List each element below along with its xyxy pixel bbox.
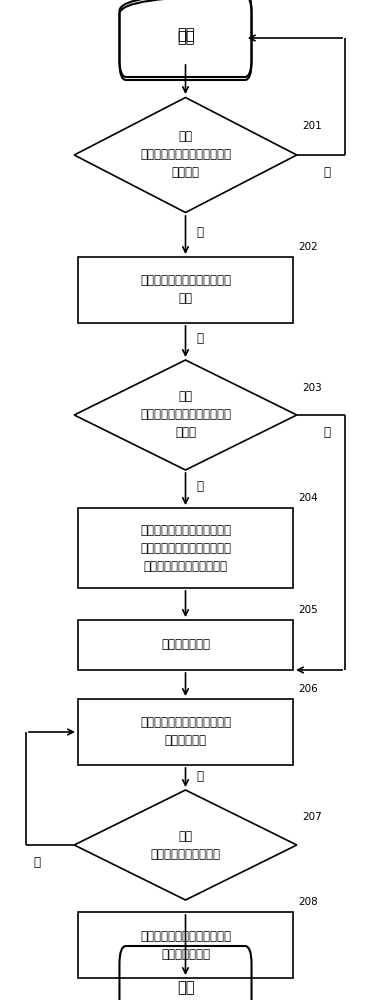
Text: 203: 203 (302, 383, 322, 393)
Text: 207: 207 (302, 812, 322, 822)
Text: 是: 是 (197, 226, 204, 238)
Text: 否: 否 (34, 856, 40, 868)
Text: 否: 否 (323, 165, 330, 178)
Text: 205: 205 (299, 605, 318, 615)
Text: 控制家居监控设备的通信模块
关闭: 控制家居监控设备的通信模块 关闭 (140, 274, 231, 306)
Bar (78, 912, 293, 978)
Text: 204: 204 (299, 493, 318, 503)
Bar (78, 257, 293, 323)
Bar (78, 699, 293, 765)
Text: 判断
通信模块是否联网成功: 判断 通信模块是否联网成功 (151, 830, 220, 860)
Text: 是: 是 (197, 481, 204, 493)
Text: 检测
当前时间点是否在预存的休眠
时间段内: 检测 当前时间点是否在预存的休眠 时间段内 (140, 130, 231, 180)
Text: 控制通信模块在待工作时长内
处于开启状态: 控制通信模块在待工作时长内 处于开启状态 (140, 716, 231, 748)
Bar (78, 508, 293, 588)
Text: 是: 是 (197, 770, 204, 782)
Text: 控制家居监控设备将图像信息
发送至预设终端: 控制家居监控设备将图像信息 发送至预设终端 (140, 930, 231, 960)
Text: 控制家居监控设备的摄像头进
行拍摄，获取图像信息，并控
制通信模块开启，进行联网: 控制家居监控设备的摄像头进 行拍摄，获取图像信息，并控 制通信模块开启，进行联网 (140, 524, 231, 572)
Text: 202: 202 (299, 242, 318, 252)
Text: 201: 201 (302, 121, 322, 131)
Text: 结束: 结束 (177, 980, 194, 996)
Text: 是: 是 (197, 332, 204, 346)
Text: 结束: 结束 (177, 27, 194, 42)
Text: 否: 否 (323, 426, 330, 438)
Text: 206: 206 (299, 684, 318, 694)
Bar (78, 620, 293, 670)
Text: 开始: 开始 (177, 30, 194, 45)
Text: 208: 208 (299, 897, 318, 907)
Text: 获取待工作时长: 获取待工作时长 (161, 639, 210, 652)
Text: 判断
是否在休眠时间段内检测到触
发事件: 判断 是否在休眠时间段内检测到触 发事件 (140, 390, 231, 440)
